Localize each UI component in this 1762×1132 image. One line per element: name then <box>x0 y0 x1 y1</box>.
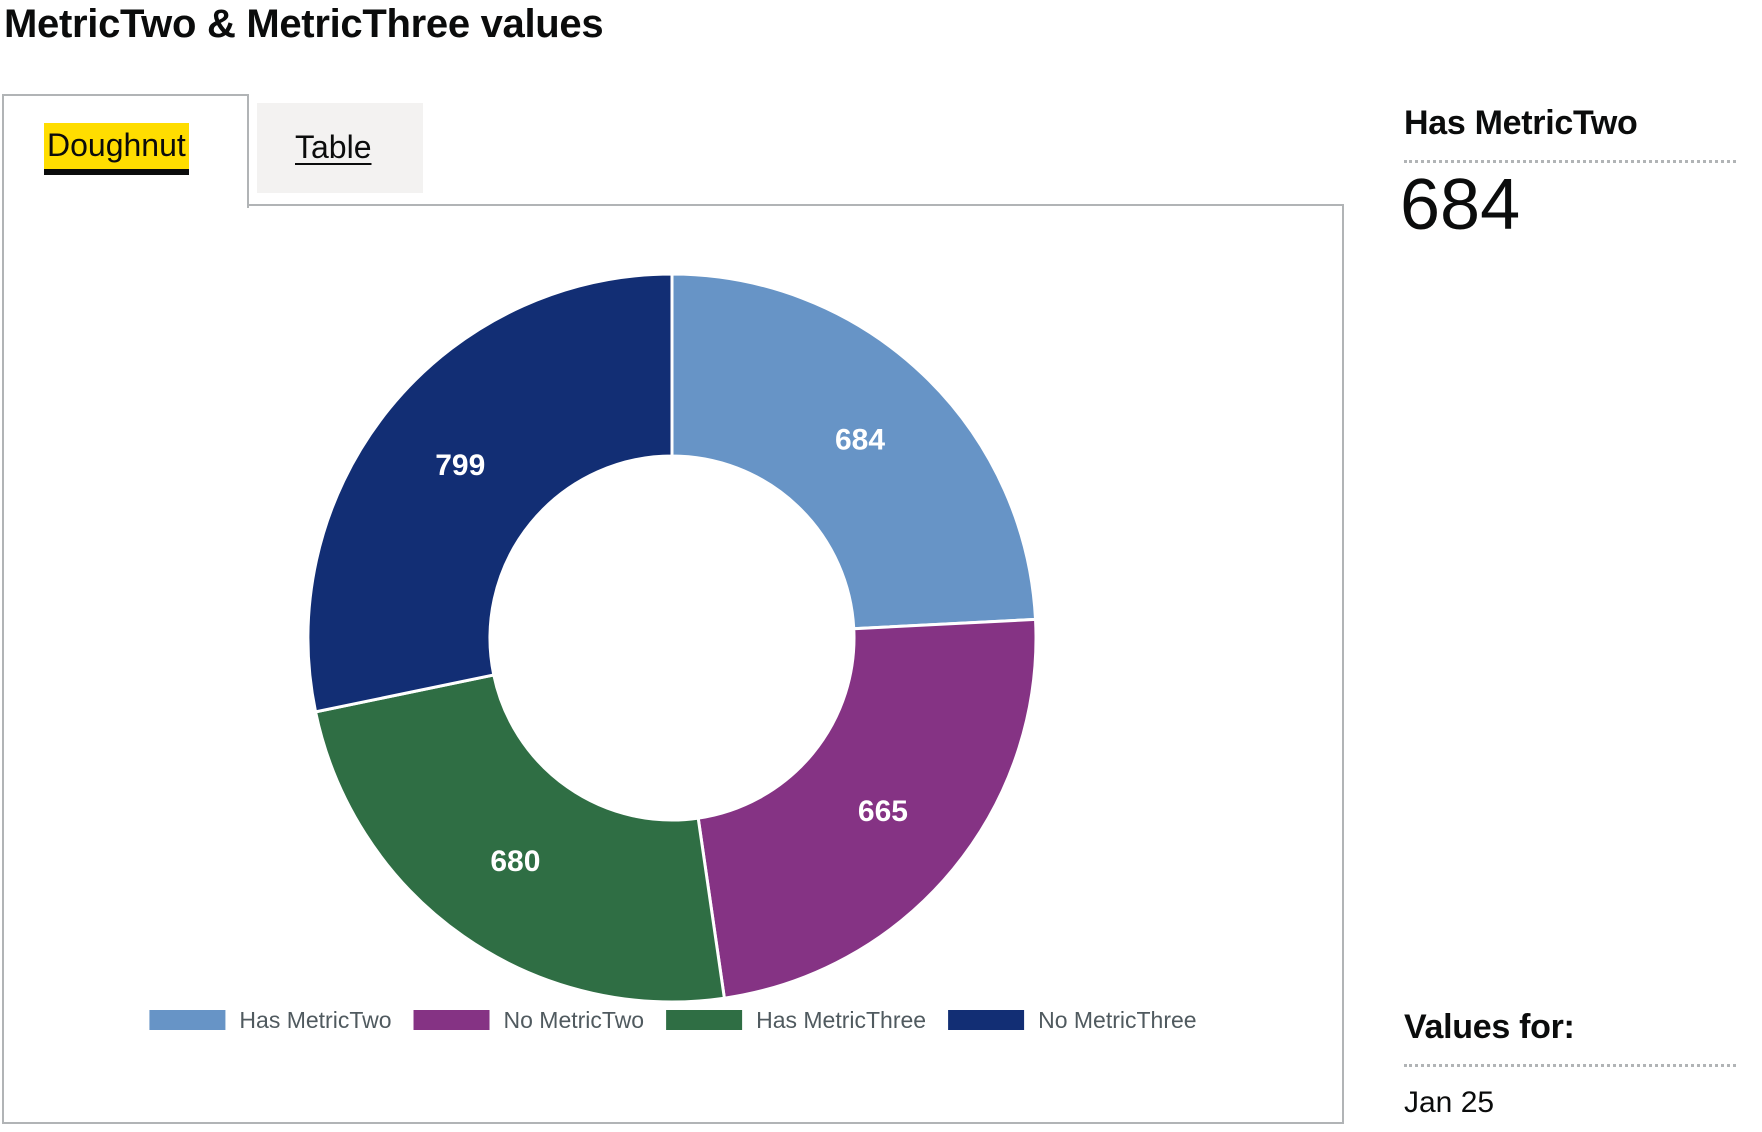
legend-label[interactable]: Has MetricTwo <box>239 1007 391 1033</box>
doughnut-chart: 684 665 680 799 Has MetricTwo No MetricTwo Ha… <box>149 272 1197 1033</box>
summary-divider <box>1404 160 1736 163</box>
slice-value-label: 665 <box>858 795 908 828</box>
doughnut-slice-no-metrictwo[interactable] <box>696 617 1038 1000</box>
tab-doughnut-label: Doughnut <box>44 123 189 169</box>
period-heading: Values for: <box>1404 1008 1575 1046</box>
slice-value-label: 799 <box>435 449 485 482</box>
legend-swatch[interactable] <box>413 1010 490 1030</box>
doughnut-slice-has-metrictwo[interactable] <box>670 272 1038 631</box>
period-divider <box>1404 1064 1736 1067</box>
legend-swatch[interactable] <box>149 1010 226 1030</box>
legend-label[interactable]: Has MetricThree <box>756 1007 926 1033</box>
slice-value-label: 680 <box>490 845 540 878</box>
tab-doughnut[interactable]: Doughnut <box>2 94 249 208</box>
chart-panel: 684 665 680 799 Has MetricTwo No MetricTwo Ha… <box>2 204 1344 1124</box>
period-value: Jan 25 <box>1404 1086 1495 1119</box>
legend-swatch[interactable] <box>666 1010 743 1030</box>
doughnut-slice-has-metricthree[interactable] <box>313 673 727 1004</box>
legend-label[interactable]: No MetricThree <box>1038 1007 1196 1033</box>
doughnut-slice-no-metricthree[interactable] <box>306 272 674 714</box>
summary-value: 684 <box>1400 165 1521 245</box>
tab-table-label: Table <box>295 129 372 165</box>
summary-heading: Has MetricTwo <box>1404 104 1638 142</box>
legend-label[interactable]: No MetricTwo <box>504 1007 645 1033</box>
legend-swatch[interactable] <box>948 1010 1025 1030</box>
tab-table[interactable]: Table <box>257 103 423 193</box>
slice-value-label: 684 <box>835 424 885 457</box>
page-title: MetricTwo & MetricThree values <box>4 2 604 46</box>
